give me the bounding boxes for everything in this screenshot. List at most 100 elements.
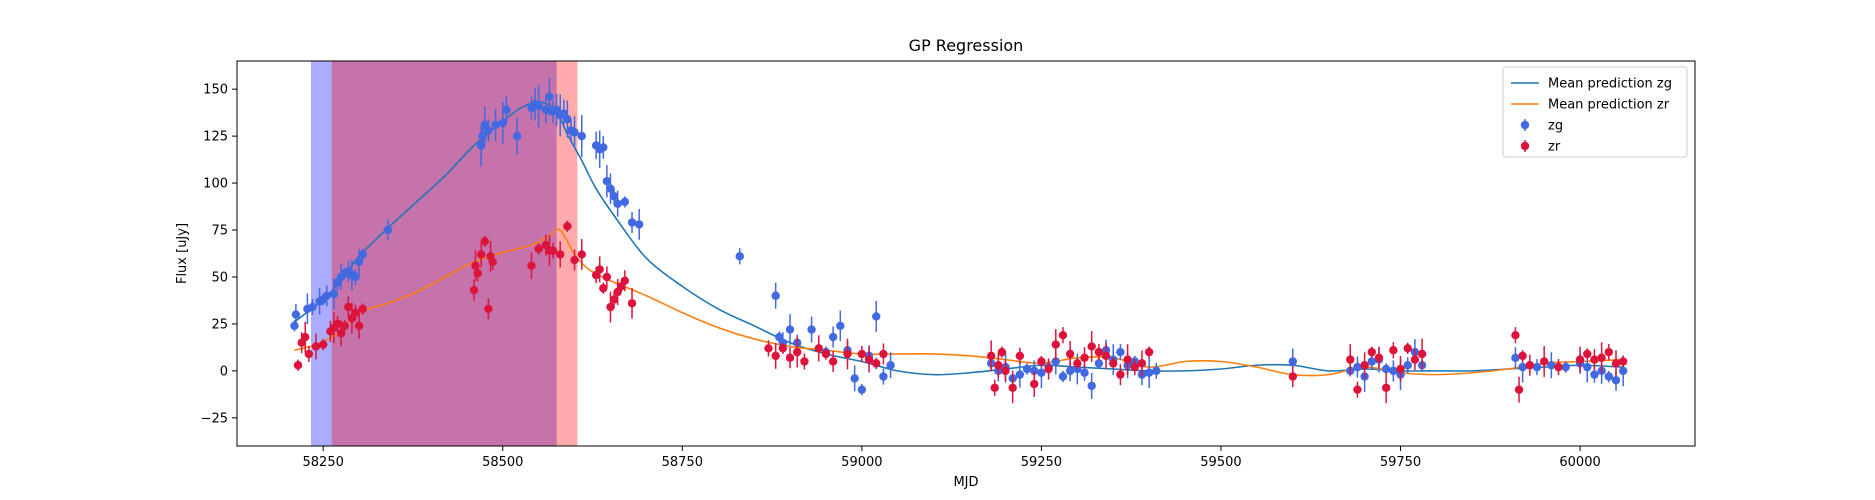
zg-point xyxy=(329,289,339,299)
zg-point xyxy=(351,272,360,282)
y-tick-label: 150 xyxy=(203,83,228,98)
zg-point xyxy=(599,143,608,152)
axes: 58250 58500 58750 59000 59250 59500 59750 60000… xyxy=(201,60,1696,470)
zr-point xyxy=(556,250,565,259)
zr-point xyxy=(1539,357,1549,366)
zg-point xyxy=(1065,366,1075,376)
zr-point xyxy=(336,329,346,338)
zr-point xyxy=(1367,347,1376,357)
zg-point xyxy=(879,372,888,381)
zr-point xyxy=(1511,330,1520,340)
zg-point xyxy=(1051,357,1060,366)
zr-point xyxy=(1353,385,1362,394)
zr-point xyxy=(1611,359,1621,368)
zg-point xyxy=(1583,362,1592,372)
zg-point xyxy=(1058,372,1068,381)
zg-point xyxy=(872,312,881,321)
zr-point xyxy=(1015,351,1025,361)
zr-point xyxy=(1346,355,1355,364)
zr-point xyxy=(293,361,303,370)
zg-point xyxy=(1389,366,1398,376)
zr-point xyxy=(1144,347,1154,357)
shaded-region-2 xyxy=(331,61,578,446)
zr-point xyxy=(879,349,888,359)
zg-point xyxy=(1611,376,1621,385)
y-tick-label: 75 xyxy=(211,224,228,239)
zr-point xyxy=(986,351,996,361)
x-axis-label: MJD xyxy=(953,475,978,490)
zg-point xyxy=(613,199,622,208)
zr-point xyxy=(1044,364,1053,374)
zr-point xyxy=(828,357,838,366)
zg-point xyxy=(1087,381,1096,391)
zg-point xyxy=(1604,372,1614,381)
zr-point xyxy=(1403,344,1412,353)
zr-point xyxy=(1058,330,1068,340)
zr-point xyxy=(1417,349,1427,359)
x-tick-label: 58750 xyxy=(662,455,703,470)
zr-point xyxy=(994,361,1003,370)
zg-point xyxy=(620,197,630,207)
zr-point xyxy=(602,272,612,282)
chart-title: GP Regression xyxy=(909,36,1024,55)
zg-point xyxy=(1353,362,1362,372)
zg-point xyxy=(836,321,845,331)
zg-point xyxy=(322,291,331,300)
zr-point xyxy=(333,319,342,329)
zr-point xyxy=(570,255,579,265)
zg-point xyxy=(498,118,507,128)
y-tick-label: 25 xyxy=(211,317,228,332)
zg-point xyxy=(570,128,579,137)
zr-point xyxy=(1575,355,1585,364)
shaded-region-1 xyxy=(310,61,557,446)
zg-point xyxy=(577,131,586,141)
zr-point xyxy=(814,344,823,353)
legend-label: Mean prediction zg xyxy=(1548,77,1672,92)
zr-point xyxy=(484,304,493,314)
legend-label: zg xyxy=(1548,119,1563,134)
zr-point xyxy=(1065,349,1075,359)
zg-point xyxy=(1030,366,1039,376)
zr-point xyxy=(358,304,367,314)
zg-point xyxy=(1144,368,1154,377)
zr-point xyxy=(1109,359,1118,368)
zr-point xyxy=(793,347,802,357)
zg-point xyxy=(491,120,500,130)
zg-point xyxy=(1015,370,1025,379)
y-tick-label: −25 xyxy=(201,411,228,426)
zg-point xyxy=(828,332,838,342)
zg-point xyxy=(308,302,317,312)
zr-point xyxy=(990,383,999,392)
zr-point xyxy=(488,257,497,267)
zr-point xyxy=(872,359,881,368)
zr-point xyxy=(1288,372,1297,381)
zg-point xyxy=(1518,362,1527,372)
y-tick-label: 0 xyxy=(220,364,228,379)
zr-point xyxy=(778,344,788,353)
zr-point xyxy=(527,261,536,270)
zr-point xyxy=(476,250,486,259)
zg-point xyxy=(358,250,367,259)
plot-frame xyxy=(236,60,1696,447)
zg-point xyxy=(1152,366,1161,376)
y-tick-label: 125 xyxy=(203,130,228,145)
zg-point xyxy=(484,126,493,135)
zg-point xyxy=(383,225,393,235)
zr-point xyxy=(1374,353,1384,362)
zr-point xyxy=(1116,370,1125,379)
zr-point xyxy=(1381,383,1391,392)
zg-point xyxy=(563,115,572,124)
zr-point xyxy=(1410,355,1420,364)
x-tick-label: 60000 xyxy=(1559,455,1600,470)
zg-point xyxy=(602,176,612,186)
y-axis-label: Flux [uJy] xyxy=(175,223,190,284)
zr-point xyxy=(1137,359,1147,368)
zr-point xyxy=(304,349,314,359)
zr-point xyxy=(340,321,349,331)
legend-label: Mean prediction zr xyxy=(1548,98,1670,113)
zr-point xyxy=(354,321,364,331)
zr-point xyxy=(785,353,795,362)
zr-point xyxy=(1030,379,1039,389)
zg-point xyxy=(1618,366,1628,376)
